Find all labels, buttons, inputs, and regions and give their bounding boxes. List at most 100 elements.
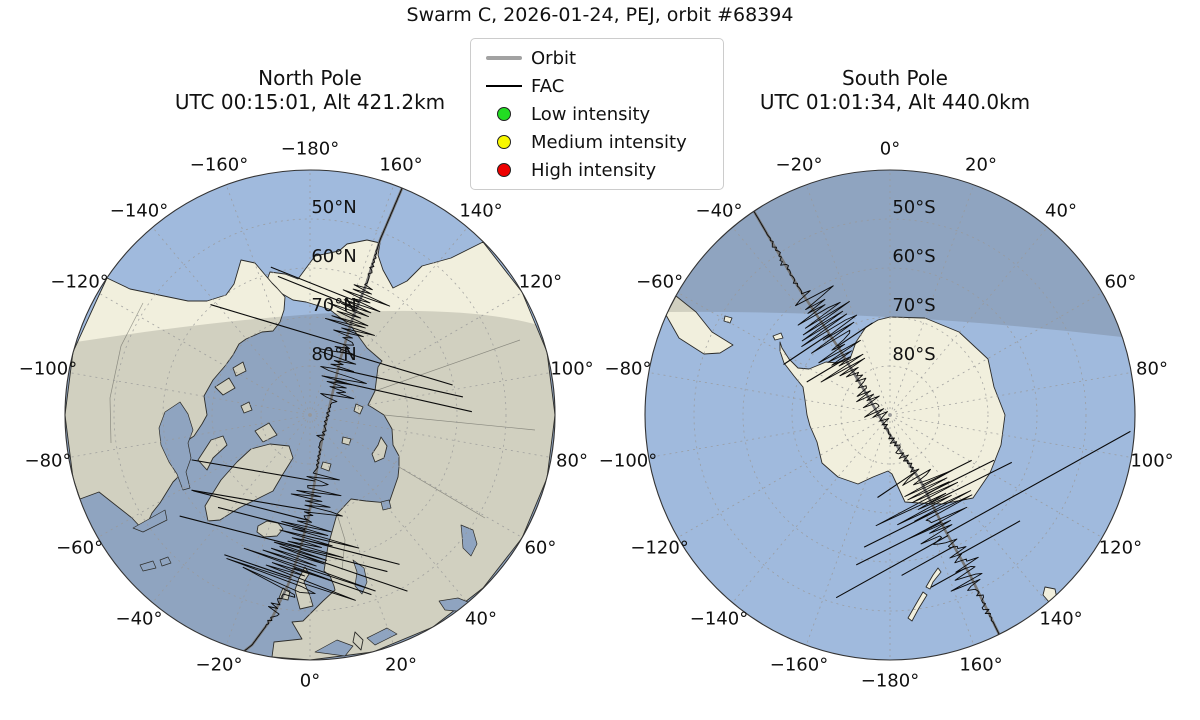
legend-row-fac: FAC (477, 72, 713, 100)
latitude-label: 50°S (892, 197, 935, 218)
meridian-line (309, 414, 395, 646)
longitude-label: 60° (524, 538, 556, 559)
meridian-line (309, 184, 395, 416)
fac-spike (342, 351, 453, 386)
meridian-line (309, 414, 523, 538)
meridian-line (152, 414, 311, 603)
sea-inlet (159, 556, 172, 567)
fac-spike (901, 545, 955, 576)
sea-inlet (352, 559, 368, 595)
latitude-label: 70°N (311, 295, 356, 316)
fac-spike (302, 538, 400, 565)
legend-row-orbit: Orbit (477, 44, 713, 72)
longitude-label: 80° (1136, 358, 1168, 379)
fac-spike (926, 459, 995, 495)
meridian-line (732, 227, 891, 416)
meridian-line (889, 184, 975, 416)
fac-spike (270, 266, 360, 303)
meridian-line (97, 414, 311, 538)
north-panel-subtitle: UTC 00:15:01, Alt 421.2km (174, 90, 446, 114)
longitude-label: −160° (190, 155, 248, 176)
fac-spike (946, 430, 1131, 534)
south-panel-title: South Pole UTC 01:01:34, Alt 440.0km (645, 66, 1145, 114)
low-intensity-dot-icon (477, 107, 531, 121)
longitude-label: −140° (110, 201, 168, 222)
fac-spike (277, 275, 358, 309)
longitude-label: −60° (56, 538, 103, 559)
sea-inlet (460, 524, 478, 557)
legend-label-orbit: Orbit (531, 47, 577, 69)
longitude-label: −80° (605, 358, 652, 379)
landmass (214, 377, 236, 396)
meridian-line (677, 292, 891, 416)
fac-spike (335, 380, 472, 413)
fac-spike (958, 520, 1021, 556)
meridian-line (889, 372, 1132, 416)
meridian-line (889, 292, 1103, 416)
latitude-label: 60°N (311, 246, 356, 267)
latitude-label: 50°N (311, 197, 356, 218)
landmass (371, 436, 388, 463)
landmass (352, 631, 364, 651)
longitude-label: −60° (636, 272, 683, 293)
country-border (398, 466, 486, 519)
landmass (204, 443, 294, 522)
meridian-line (805, 414, 891, 646)
longitude-label: −20° (196, 655, 243, 676)
landmass (240, 401, 253, 414)
longitude-label: 100° (1130, 451, 1173, 472)
latitude-ring (113, 218, 507, 612)
longitude-label: −40° (696, 201, 743, 222)
landmass (65, 259, 286, 532)
legend: Orbit FAC Low intensity Medium intensity… (470, 38, 724, 190)
meridian-line (309, 292, 523, 416)
legend-row-medium: Medium intensity (477, 128, 713, 156)
meridian-line (732, 414, 891, 603)
country-border (109, 302, 144, 444)
legend-row-low: Low intensity (477, 100, 713, 128)
longitude-label: 60° (1104, 272, 1136, 293)
latitude-ring (840, 365, 940, 465)
fac-spike (922, 459, 972, 486)
orbit-track (242, 185, 405, 654)
fac-spike (217, 506, 306, 531)
longitude-label: 160° (379, 155, 422, 176)
longitude-label: −120° (50, 272, 108, 293)
north-panel-title-line: North Pole (258, 66, 362, 90)
latitude-ring (260, 365, 360, 465)
longitude-label: 40° (465, 608, 497, 629)
landmass (341, 436, 352, 446)
meridian-line (309, 372, 552, 416)
fac-spike (293, 567, 372, 596)
legend-label-medium: Medium intensity (531, 131, 687, 153)
meridian-line (677, 414, 891, 538)
orbit-line-icon (477, 56, 531, 60)
meridian-line (152, 227, 311, 416)
longitude-label: −20° (776, 155, 823, 176)
legend-label-fac: FAC (531, 75, 565, 97)
landmass (266, 239, 555, 660)
sea-inlet (139, 560, 157, 572)
longitude-label: 140° (459, 201, 502, 222)
south-pole-map: −180° −160° −140° −120° −100° −80° −60° −40° −20… (599, 139, 1174, 692)
landmass (197, 435, 228, 471)
longitude-label: 20° (385, 655, 417, 676)
longitude-label: −180° (861, 671, 919, 692)
meridian-line (225, 414, 311, 646)
latitude-ring (211, 316, 409, 514)
landmass (772, 332, 784, 341)
night-shading (668, 170, 1122, 337)
landmass (723, 315, 733, 324)
meridian-line (97, 292, 311, 416)
meridian-line (805, 184, 891, 416)
fac-spike (783, 333, 830, 365)
meridian-line (648, 414, 891, 458)
longitude-label: 80° (556, 451, 588, 472)
latitude-label: 70°S (892, 295, 935, 316)
latitude-label: 60°S (892, 246, 935, 267)
fac-spike (191, 489, 310, 511)
longitude-label: 40° (1045, 201, 1077, 222)
high-intensity-dot-icon (477, 163, 531, 177)
fac-line-icon (477, 85, 531, 87)
